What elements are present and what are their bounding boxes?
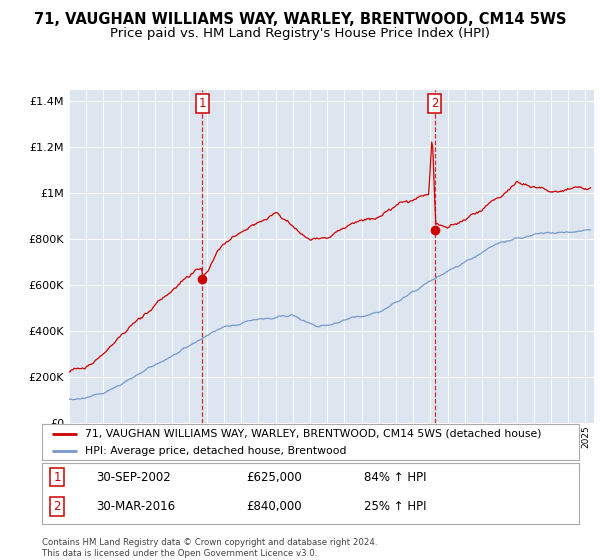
Text: 30-SEP-2002: 30-SEP-2002 — [96, 470, 170, 483]
Text: 71, VAUGHAN WILLIAMS WAY, WARLEY, BRENTWOOD, CM14 5WS: 71, VAUGHAN WILLIAMS WAY, WARLEY, BRENTW… — [34, 12, 566, 27]
Text: Contains HM Land Registry data © Crown copyright and database right 2024.
This d: Contains HM Land Registry data © Crown c… — [42, 538, 377, 558]
Text: 30-MAR-2016: 30-MAR-2016 — [96, 500, 175, 513]
Text: 84% ↑ HPI: 84% ↑ HPI — [364, 470, 427, 483]
Text: 2: 2 — [53, 500, 61, 513]
Text: 2: 2 — [431, 97, 439, 110]
Text: 71, VAUGHAN WILLIAMS WAY, WARLEY, BRENTWOOD, CM14 5WS (detached house): 71, VAUGHAN WILLIAMS WAY, WARLEY, BRENTW… — [85, 429, 541, 438]
Text: 1: 1 — [53, 470, 61, 483]
Text: HPI: Average price, detached house, Brentwood: HPI: Average price, detached house, Bren… — [85, 446, 346, 456]
Text: £625,000: £625,000 — [246, 470, 302, 483]
Text: £840,000: £840,000 — [246, 500, 302, 513]
Text: Price paid vs. HM Land Registry's House Price Index (HPI): Price paid vs. HM Land Registry's House … — [110, 27, 490, 40]
Text: 1: 1 — [199, 97, 206, 110]
Text: 25% ↑ HPI: 25% ↑ HPI — [364, 500, 427, 513]
